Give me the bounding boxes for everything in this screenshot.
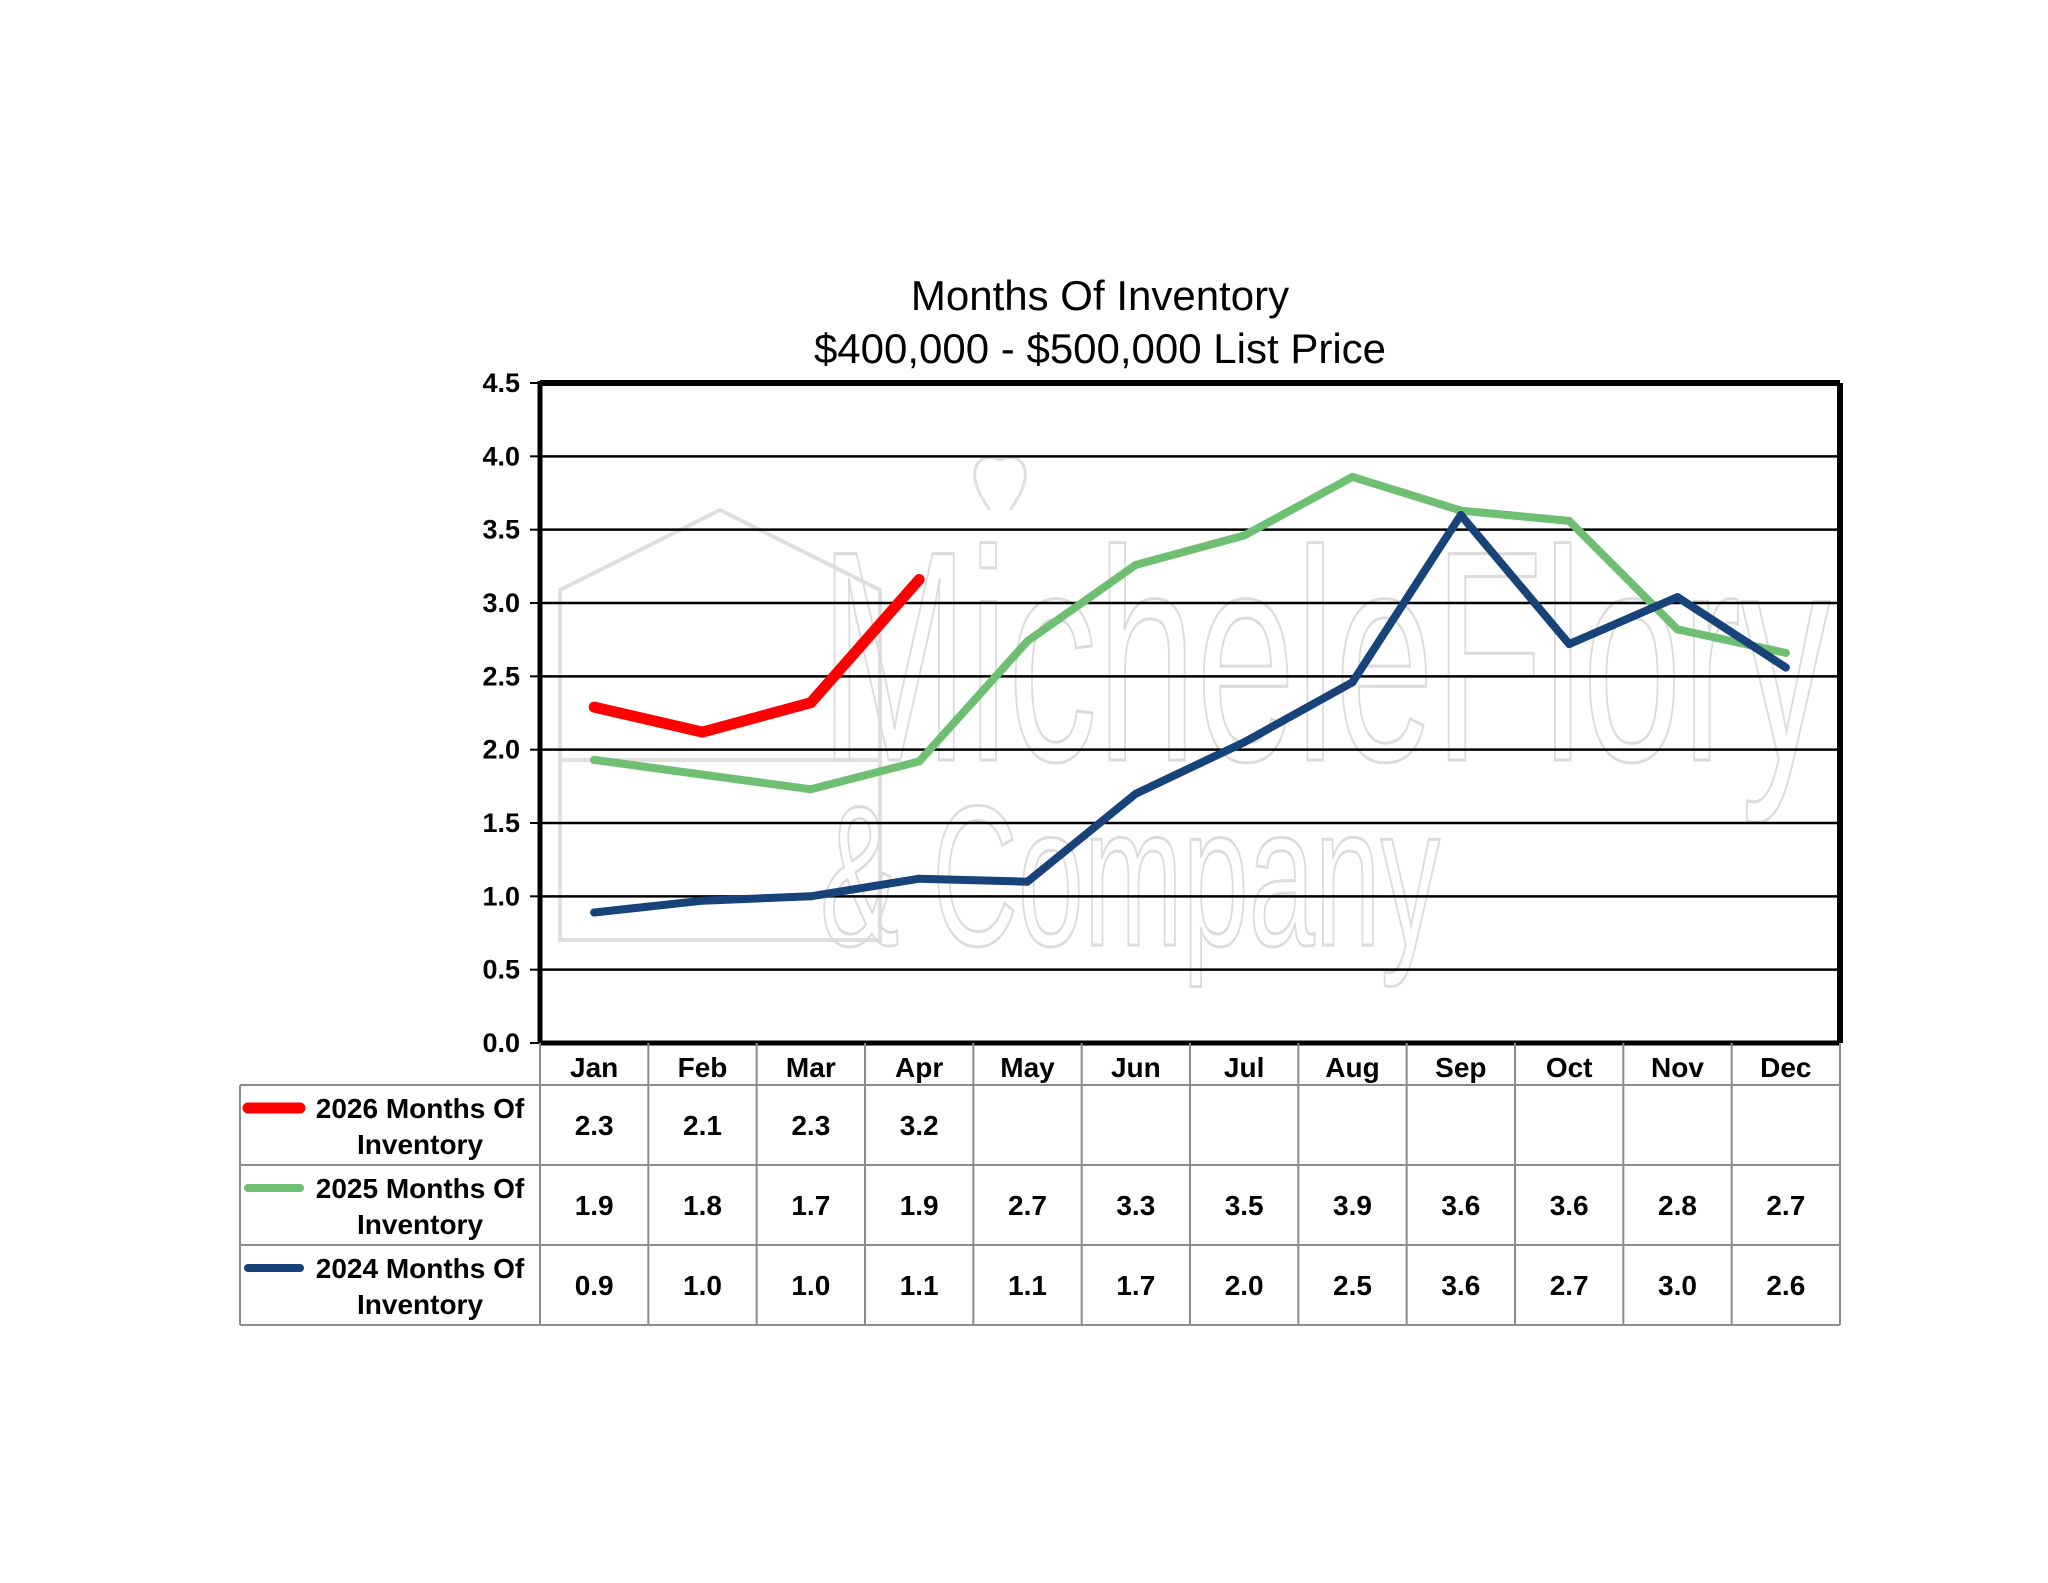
y-tick-label: 2.5 bbox=[482, 661, 520, 691]
y-tick-label: 3.5 bbox=[482, 515, 520, 545]
data-point bbox=[806, 785, 815, 794]
x-tick-label: Feb bbox=[678, 1052, 728, 1083]
table-cell: 3.0 bbox=[1658, 1270, 1697, 1301]
y-tick-label: 4.0 bbox=[482, 441, 520, 471]
data-point bbox=[1023, 877, 1032, 886]
watermark: MicheleFlory & Company bbox=[558, 455, 1832, 990]
legend-label-2024: 2024 Months Of Inventory bbox=[316, 1253, 525, 1320]
y-tick-label: 1.5 bbox=[482, 808, 520, 838]
table-cell: 0.9 bbox=[575, 1270, 614, 1301]
chart-subtitle: $400,000 - $500,000 List Price bbox=[814, 325, 1386, 372]
table-cell: 1.7 bbox=[791, 1190, 830, 1221]
data-point bbox=[1673, 625, 1682, 634]
table-cell: 1.1 bbox=[1008, 1270, 1047, 1301]
table-cell: 2.7 bbox=[1766, 1190, 1805, 1221]
data-point bbox=[1348, 678, 1357, 687]
x-tick-label: Jan bbox=[570, 1052, 618, 1083]
x-tick-label: Oct bbox=[1546, 1052, 1593, 1083]
series-line-2024 bbox=[590, 511, 1790, 917]
watermark-line1: MicheleFlory bbox=[820, 488, 1830, 826]
y-axis: 0.0 0.5 1.0 1.5 2.0 2.5 3.0 3.5 4.0 4.5 bbox=[482, 368, 540, 1058]
x-tick-label: Dec bbox=[1760, 1052, 1811, 1083]
table-cell: 2.3 bbox=[791, 1110, 830, 1141]
data-point bbox=[806, 892, 815, 901]
data-table: Jan Feb Mar Apr May Jun Jul Aug Sep Oct Nov Dec 2026… bbox=[239, 1043, 1841, 1326]
table-cell: 1.7 bbox=[1116, 1270, 1155, 1301]
data-point bbox=[1131, 789, 1140, 798]
legend-label-2026: 2026 Months Of Inventory bbox=[316, 1093, 525, 1160]
table-cell: 3.5 bbox=[1225, 1190, 1264, 1221]
y-tick-label: 3.0 bbox=[482, 588, 520, 618]
table-cell: 3.3 bbox=[1116, 1190, 1155, 1221]
data-point bbox=[698, 896, 707, 905]
y-tick-label: 1.0 bbox=[482, 881, 520, 911]
data-point bbox=[697, 727, 708, 738]
y-tick-label: 4.5 bbox=[482, 368, 520, 398]
table-cell: 2.7 bbox=[1550, 1270, 1589, 1301]
data-point bbox=[1240, 738, 1249, 747]
data-point bbox=[915, 757, 924, 766]
table-cell: 2.0 bbox=[1225, 1270, 1264, 1301]
table-cell: 3.2 bbox=[900, 1110, 939, 1141]
table-cell: 2.3 bbox=[575, 1110, 614, 1141]
table-cell: 2.8 bbox=[1658, 1190, 1697, 1221]
table-cell: 3.6 bbox=[1441, 1270, 1480, 1301]
chart-title: Months Of Inventory bbox=[911, 272, 1289, 319]
data-point bbox=[1781, 663, 1790, 672]
y-tick-label: 0.5 bbox=[482, 955, 520, 985]
data-point bbox=[698, 770, 707, 779]
y-tick-label: 2.0 bbox=[482, 735, 520, 765]
table-cell: 1.9 bbox=[900, 1190, 939, 1221]
data-point bbox=[914, 574, 925, 585]
data-point bbox=[805, 697, 816, 708]
table-cell: 2.5 bbox=[1333, 1270, 1372, 1301]
data-point bbox=[1240, 531, 1249, 540]
data-point bbox=[1131, 560, 1140, 569]
x-tick-label: Aug bbox=[1325, 1052, 1379, 1083]
table-cell: 3.6 bbox=[1550, 1190, 1589, 1221]
table-cell: 1.8 bbox=[683, 1190, 722, 1221]
data-point bbox=[1565, 516, 1574, 525]
table-cell: 2.7 bbox=[1008, 1190, 1047, 1221]
house-logo-icon bbox=[558, 455, 1027, 942]
x-tick-label: Nov bbox=[1651, 1052, 1704, 1083]
legend-label-2025: 2025 Months Of Inventory bbox=[316, 1173, 525, 1240]
y-tick-label: 0.0 bbox=[482, 1028, 520, 1058]
table-cell: 1.9 bbox=[575, 1190, 614, 1221]
series-line-2025 bbox=[590, 472, 1790, 794]
data-point bbox=[1456, 511, 1465, 519]
table-cell: 1.0 bbox=[683, 1270, 722, 1301]
data-point bbox=[915, 874, 924, 883]
x-tick-label: Mar bbox=[786, 1052, 836, 1083]
table-cell: 1.1 bbox=[900, 1270, 939, 1301]
table-cell: 1.0 bbox=[791, 1270, 830, 1301]
data-point bbox=[1348, 472, 1357, 481]
data-point bbox=[590, 908, 599, 917]
data-point bbox=[1673, 593, 1682, 602]
data-point bbox=[1781, 648, 1790, 657]
x-tick-label: Apr bbox=[895, 1052, 943, 1083]
table-cell: 3.9 bbox=[1333, 1190, 1372, 1221]
x-tick-label: May bbox=[1000, 1052, 1055, 1083]
data-point bbox=[1565, 640, 1574, 649]
x-tick-label: Jul bbox=[1224, 1052, 1264, 1083]
series-line-2026 bbox=[588, 574, 925, 738]
table-cell: 2.6 bbox=[1766, 1270, 1805, 1301]
series-lines bbox=[588, 472, 1790, 917]
table-cell: 2.1 bbox=[683, 1110, 722, 1141]
data-point bbox=[589, 702, 600, 713]
table-cell: 3.6 bbox=[1441, 1190, 1480, 1221]
x-tick-label: Jun bbox=[1111, 1052, 1161, 1083]
x-tick-label: Sep bbox=[1435, 1052, 1486, 1083]
data-point bbox=[590, 755, 599, 764]
data-point bbox=[1023, 637, 1032, 646]
